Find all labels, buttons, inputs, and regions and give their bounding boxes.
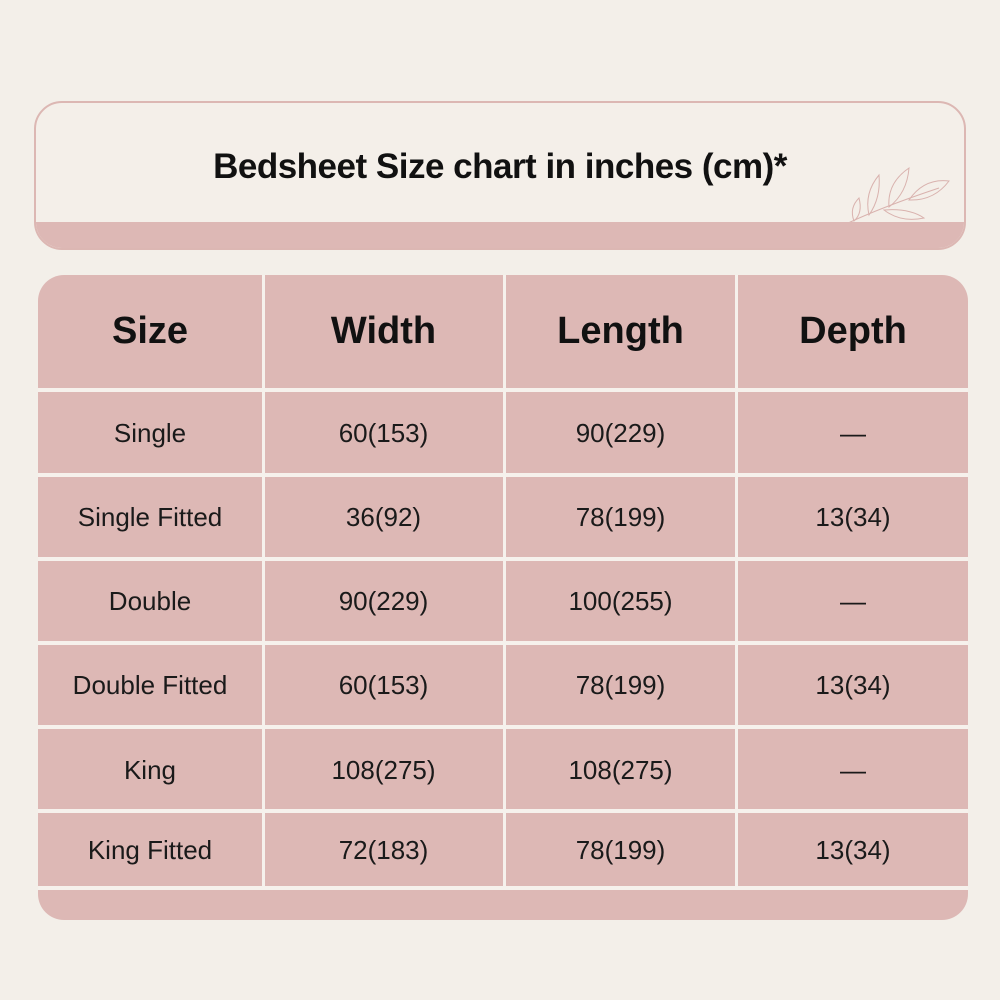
table-cell: 78(199) [575,835,666,865]
row-divider [38,641,968,645]
table-cell: Single [113,417,187,448]
table-cell: 36(92) [345,502,422,532]
row-divider [38,473,968,477]
table-cell: King [123,754,177,785]
table-cell: 78(199) [575,502,666,532]
row-divider [38,557,968,561]
table-cell: 60(153) [338,417,429,448]
column-divider [262,275,265,886]
table-cell: 13(34) [815,670,891,700]
table-cell: 108(275) [331,754,436,785]
column-header: Depth [799,310,907,352]
row-divider [38,809,968,813]
table-cell: — [840,586,866,616]
table-cell: 13(34) [815,502,891,532]
size-table: Size Width Length Depth Single 60(153) 90(229)… [38,275,968,920]
table-cell: 13(34) [815,835,891,865]
leaf-decoration-icon [843,166,950,226]
column-header: Size [111,310,189,352]
table-cell: Single Fitted [77,502,223,532]
column-divider [735,275,738,886]
row-divider [38,725,968,729]
table-cell: 72(183) [338,835,429,865]
column-header: Width [330,310,437,352]
table-cell: King Fitted [87,835,213,865]
table-cell: 90(229) [338,586,429,616]
title-panel: Bedsheet Size chart in inches (cm)* [34,101,966,250]
column-divider [503,275,506,886]
table-cell: — [840,417,866,448]
column-header: Length [557,310,684,352]
table-cell: — [840,754,866,785]
page-title: Bedsheet Size chart in inches (cm)* [213,147,787,186]
title-band [36,222,964,248]
table-cell: Double Fitted [72,670,228,700]
table-cell: 60(153) [338,670,429,700]
table-cell: 108(275) [568,754,673,785]
table-cell: Double [108,586,192,616]
row-divider [38,886,968,890]
table-cell: 100(255) [568,586,673,616]
table-cell: 78(199) [575,670,666,700]
row-divider [38,388,968,392]
table-cell: 90(229) [575,417,666,448]
